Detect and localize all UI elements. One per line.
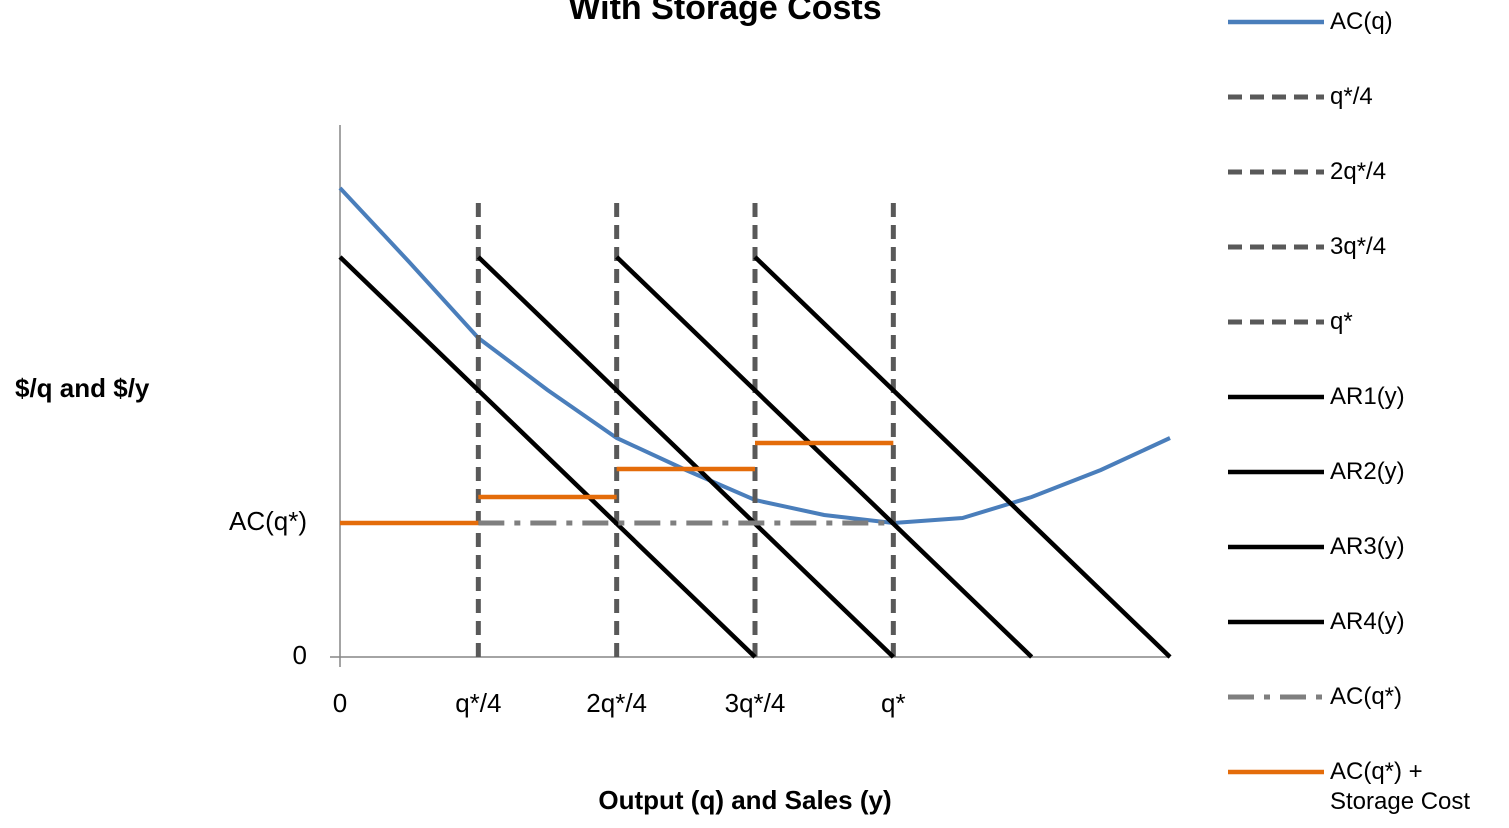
legend-entry: AC(q*) xyxy=(1226,682,1509,712)
legend-entry: AC(q*) + Storage Cost xyxy=(1226,757,1509,817)
legend-swatch xyxy=(1228,94,1324,100)
series-line xyxy=(615,255,1034,659)
x-tick-label: 3q*/4 xyxy=(725,688,786,718)
legend-swatch xyxy=(1228,394,1324,400)
legend-label: q* xyxy=(1330,308,1353,335)
legend-label: AC(q*) xyxy=(1330,683,1403,710)
legend-swatch xyxy=(1228,169,1324,175)
x-axis-label: Output (q) and Sales (y) xyxy=(598,785,891,815)
legend-swatch xyxy=(1228,544,1324,550)
x-tick-label: q*/4 xyxy=(455,688,501,718)
series-line xyxy=(338,255,757,659)
legend-swatch xyxy=(1228,244,1324,250)
legend-entry: AR2(y) xyxy=(1226,457,1509,487)
legend-entry: AC(q) xyxy=(1226,7,1509,37)
legend-label: AR3(y) xyxy=(1330,533,1405,560)
legend-entry: AR3(y) xyxy=(1226,532,1509,562)
legend-label: AR2(y) xyxy=(1330,458,1405,485)
chart-title: With Storage Costs xyxy=(568,0,881,27)
legend-label: q*/4 xyxy=(1330,83,1373,110)
legend-swatch xyxy=(1228,694,1324,700)
x-tick-label: 0 xyxy=(333,688,347,718)
legend-entry: AR4(y) xyxy=(1226,607,1509,637)
legend-entry: q*/4 xyxy=(1226,82,1509,112)
legend-label: AR4(y) xyxy=(1330,608,1405,635)
legend-entry: AR1(y) xyxy=(1226,382,1509,412)
legend-entry: 3q*/4 xyxy=(1226,232,1509,262)
legend-entry: 2q*/4 xyxy=(1226,157,1509,187)
legend-swatch xyxy=(1228,619,1324,625)
x-tick-label: 2q*/4 xyxy=(586,688,647,718)
legend-label: 2q*/4 xyxy=(1330,158,1387,185)
y-tick-label: 0 xyxy=(293,640,307,670)
series-line xyxy=(753,255,1172,659)
legend-label: AR1(y) xyxy=(1330,383,1405,410)
y-tick-label: AC(q*) xyxy=(229,506,307,536)
legend-label: AC(q) xyxy=(1330,8,1393,35)
y-axis-label: $/q and $/y xyxy=(15,373,150,403)
legend-swatch xyxy=(1228,469,1324,475)
legend-swatch xyxy=(1228,769,1324,775)
legend-swatch xyxy=(1228,19,1324,25)
legend-entry: q* xyxy=(1226,307,1509,337)
legend-swatch xyxy=(1228,319,1324,325)
x-tick-label: q* xyxy=(881,688,906,718)
legend-label: AC(q*) + Storage Cost xyxy=(1330,758,1471,815)
series-line xyxy=(476,255,895,659)
legend-label: 3q*/4 xyxy=(1330,233,1387,260)
